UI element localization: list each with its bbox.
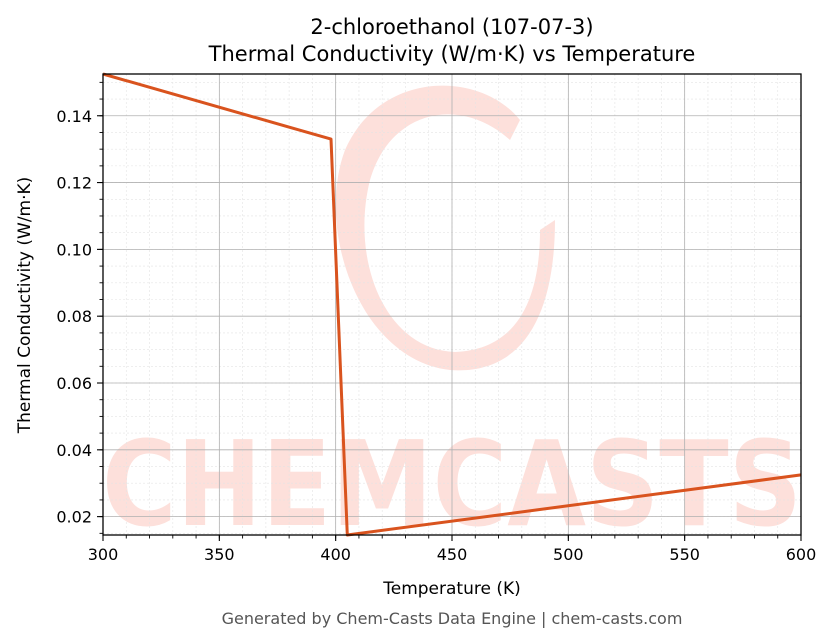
y-tick-label: 0.14 [56,107,92,126]
chart-subtitle: Thermal Conductivity (W/m·K) vs Temperat… [208,42,696,66]
y-tick-label: 0.10 [56,240,92,259]
y-tick-label: 0.02 [56,508,92,527]
x-axis-label: Temperature (K) [382,579,521,599]
x-tick-label: 450 [437,545,468,564]
x-tick-label: 550 [669,545,700,564]
series-layer [102,72,802,537]
major-grid [102,74,802,535]
x-tick-label: 400 [320,545,351,564]
y-tick-label: 0.12 [56,174,92,193]
y-axis-label: Thermal Conductivity (W/m·K) [15,177,35,435]
x-tick-label: 300 [88,545,119,564]
y-tick-label: 0.08 [56,307,92,326]
chart-title: 2-chloroethanol (107-07-3) [310,15,593,39]
x-tick-label: 350 [204,545,235,564]
x-tick-label: 600 [786,545,817,564]
tick-labels: 300 350 400 450 500 550 600 0.02 0.04 0.06 0.08 0.1… [56,107,816,564]
footer-text: Generated by Chem-Casts Data Engine | ch… [222,609,683,628]
x-tick-label: 500 [553,545,584,564]
watermark-c-logo [335,85,555,371]
y-tick-label: 0.04 [56,441,92,460]
series-line-1 [102,72,802,537]
ticks [97,81,802,541]
y-tick-label: 0.06 [56,374,92,393]
